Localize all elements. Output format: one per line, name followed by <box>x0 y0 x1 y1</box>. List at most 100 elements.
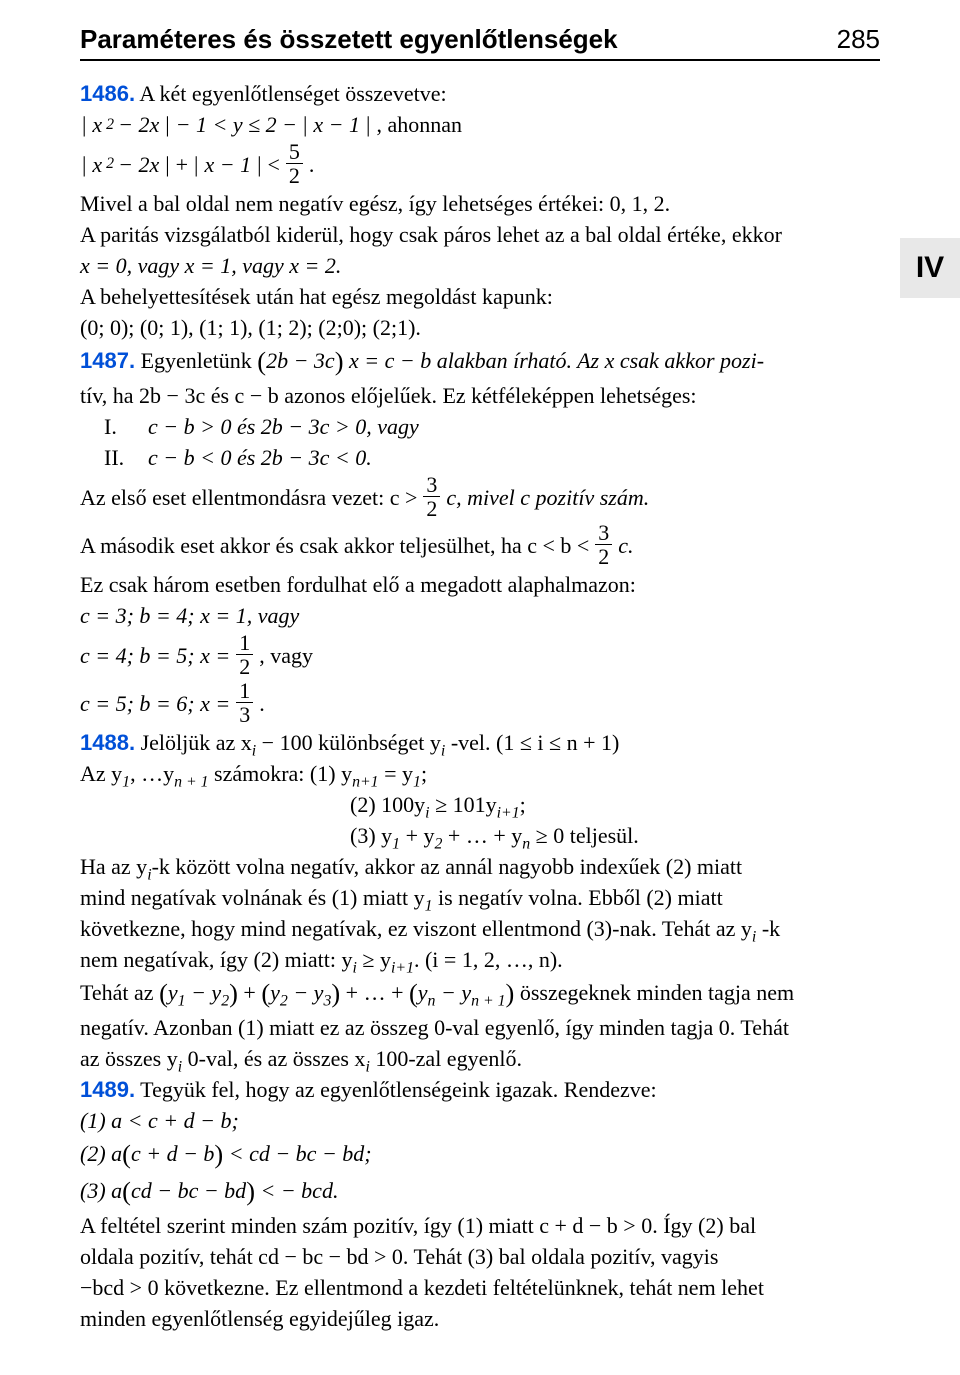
text: − 1 < y ≤ 2 − <box>176 110 297 139</box>
text: -k között volna negatív, akkor az annál … <box>152 854 743 879</box>
numerator: 1 <box>236 680 253 703</box>
p1489-eq2: (2) a(c + d − b) < cd − bc − bd; <box>80 1137 880 1172</box>
p1488-l5: Ha az yi-k között volna negatív, akkor a… <box>80 852 880 881</box>
text: y <box>270 980 280 1005</box>
text: y <box>168 980 178 1005</box>
sub: 1 <box>413 774 421 791</box>
text: Tehát az <box>80 980 159 1005</box>
text: − 2x <box>118 150 159 179</box>
fraction: 32 <box>595 522 612 568</box>
page: Paraméteres és összetett egyenlőtlensége… <box>0 0 960 1375</box>
text: Tegyük fel, hogy az egyenlőtlenségeink i… <box>135 1077 657 1102</box>
text: c = 3; b = 4; x = 1, vagy <box>80 603 299 628</box>
numerator: 3 <box>423 474 440 497</box>
p1487-third: Ez csak három esetben fordulhat elő a me… <box>80 570 880 599</box>
p1487-sol3: c = 5; b = 6; x = 13 . <box>80 680 880 726</box>
sub: n+1 <box>352 774 379 791</box>
text: = y <box>379 761 413 786</box>
text: -vel. (1 ≤ i ≤ n + 1) <box>445 730 619 755</box>
text: + … + y <box>442 823 522 848</box>
body-content: 1486. A két egyenlőtlenséget összevetve:… <box>80 79 880 1333</box>
text: x − 1 <box>204 150 251 179</box>
p1487-sol2: c = 4; b = 5; x = 12 , vagy <box>80 632 880 678</box>
p1488-l2: Az y1, …yn + 1 számokra: (1) yn+1 = y1; <box>80 759 880 788</box>
p1488-l9: Tehát az (y1 − y2) + (y2 − y3) + … + (yn… <box>80 976 880 1011</box>
page-header: Paraméteres és összetett egyenlőtlensége… <box>80 24 880 61</box>
text: Az y <box>80 761 122 786</box>
p1487-l1: 1487. Egyenletünk (2b − 3c) x = c − b al… <box>80 344 880 379</box>
numerator: 5 <box>286 141 303 164</box>
text: ≥ y <box>357 947 391 972</box>
text: A két egyenlőtlenséget összevetve: <box>135 81 447 106</box>
text: ≥ 0 teljesül. <box>530 823 639 848</box>
text: + <box>238 980 261 1005</box>
text: Ha az y <box>80 854 147 879</box>
text: 2b − 3c <box>266 348 335 373</box>
problem-number-1488: 1488. <box>80 730 135 755</box>
text: (2) 100y <box>350 792 425 817</box>
text: ≥ 101y <box>430 792 497 817</box>
text: -k <box>756 916 780 941</box>
text: 100-zal egyenlő. <box>370 1046 522 1071</box>
p1486-l4: A paritás vizsgálatból kiderül, hogy csa… <box>80 220 880 249</box>
text: mind negatívak volnának és (1) miatt y <box>80 885 425 910</box>
fraction: 32 <box>423 474 440 520</box>
p1488-l10: negatív. Azonban (1) miatt ez az összeg … <box>80 1013 880 1042</box>
text: , vagy <box>259 641 313 670</box>
p1488-l8: nem negatívak, így (2) miatt: yi ≥ yi+1.… <box>80 945 880 974</box>
text: (3) a <box>80 1178 122 1203</box>
text: x <box>92 152 102 177</box>
sub: 2 <box>280 993 288 1010</box>
p1486-l7: (0; 0); (0; 1), (1; 1), (1; 2); (2;0); (… <box>80 313 880 342</box>
denominator: 2 <box>595 545 612 568</box>
p1488-l6: mind negatívak volnának és (1) miatt y1 … <box>80 883 880 912</box>
p1489-l6: oldala pozitív, tehát cd − bc − bd > 0. … <box>80 1242 880 1271</box>
p1489-l7: −bcd > 0 következne. Ez ellentmond a kez… <box>80 1273 880 1302</box>
sub: 1 <box>425 898 433 915</box>
text: < cd − bc − bd; <box>223 1141 371 1166</box>
text: Az első eset ellentmondásra vezet: c > <box>80 483 417 512</box>
p1486-l5: x = 0, vagy x = 1, vagy x = 2. <box>80 251 880 280</box>
chapter-marker: IV <box>900 238 960 298</box>
p1487-l2: tív, ha 2b − 3c és c − b azonos előjelűe… <box>80 381 880 410</box>
text: c − b > 0 és 2b − 3c > 0, vagy <box>148 414 419 439</box>
text: számokra: (1) y <box>209 761 353 786</box>
label: II. <box>104 443 148 472</box>
p1488-l1: 1488. Jelöljük az xi − 100 különbséget y… <box>80 728 880 757</box>
fraction: 52 <box>286 141 303 187</box>
text: A második eset akkor és csak akkor telje… <box>80 531 589 560</box>
text: − y <box>186 980 222 1005</box>
text: − y <box>435 980 471 1005</box>
text: < − bcd. <box>255 1178 338 1203</box>
p1489-l1: 1489. Tegyük fel, hogy az egyenlőtlenség… <box>80 1075 880 1104</box>
text: is negatív volna. Ebből (2) miatt <box>433 885 723 910</box>
text: x − 1 <box>313 110 360 139</box>
text: . (i = 1, 2, …, n). <box>414 947 563 972</box>
text: 0-val, és az összes x <box>182 1046 365 1071</box>
problem-number-1489: 1489. <box>80 1077 135 1102</box>
p1486-line-intro: 1486. A két egyenlőtlenséget összevetve: <box>80 79 880 108</box>
text: . <box>309 150 315 179</box>
problem-number-1487: 1487. <box>80 348 135 373</box>
p1489-eq1: (1) a < c + d − b; <box>80 1106 880 1135</box>
p1486-eq1: |x2 − 2x| − 1 < y ≤ 2 − |x − 1|, ahonnan <box>80 110 880 139</box>
p1486-l3: Mivel a bal oldal nem negatív egész, így… <box>80 189 880 218</box>
text: x <box>92 112 102 137</box>
text: c + d − b <box>131 1141 214 1166</box>
sub: 1 <box>122 774 130 791</box>
text: Egyenletünk <box>135 348 257 373</box>
sub: 2 <box>221 993 229 1010</box>
p1486-eq2: |x2 − 2x| + |x − 1| < 52. <box>80 141 880 187</box>
text: y <box>418 980 428 1005</box>
p1489-l5: A feltétel szerint minden szám pozitív, … <box>80 1211 880 1240</box>
problem-number-1486: 1486. <box>80 81 135 106</box>
text: x = 0, vagy x = 1, vagy x = 2. <box>80 253 341 278</box>
numerator: 1 <box>236 632 253 655</box>
p1489-l8: minden egyenlőtlenség egyidejűleg igaz. <box>80 1304 880 1333</box>
text: , ahonnan <box>376 110 462 139</box>
p1487-sol1: c = 3; b = 4; x = 1, vagy <box>80 601 880 630</box>
text: . <box>259 689 265 718</box>
page-number: 285 <box>837 24 880 55</box>
text: c = 5; b = 6; x = <box>80 689 230 718</box>
p1489-eq3: (3) a(cd − bc − bd) < − bcd. <box>80 1174 880 1209</box>
